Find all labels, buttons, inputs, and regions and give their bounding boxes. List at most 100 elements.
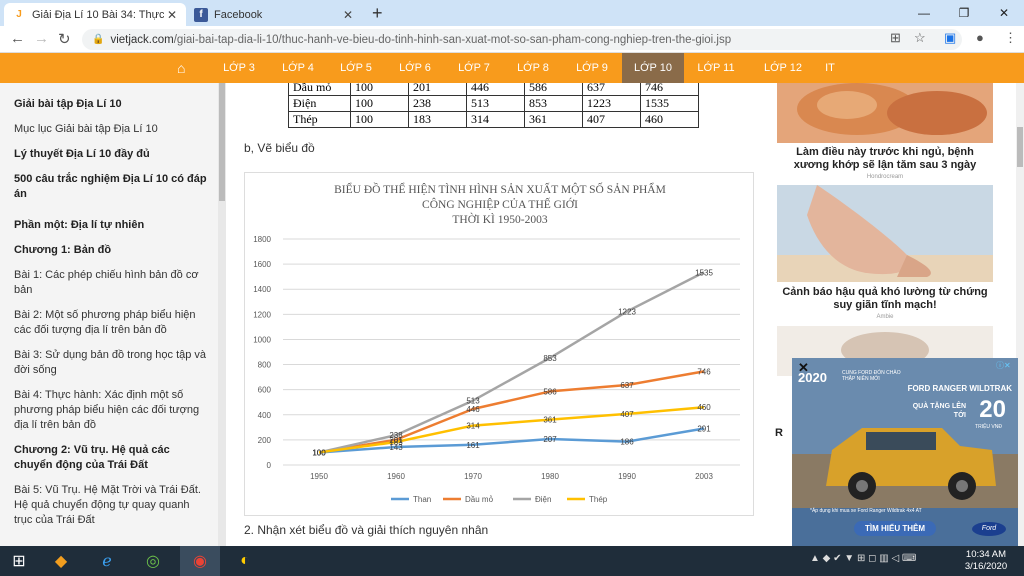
table-cell: 407 xyxy=(582,111,641,128)
url-input[interactable]: 🔒 vietjack.com/giai-bai-tap-dia-li-10/th… xyxy=(82,29,962,50)
nav-item[interactable]: LỚP 7 xyxy=(458,62,490,74)
y-tick-label: 1000 xyxy=(253,335,271,344)
sidebar-link[interactable]: Bài 4: Thực hành: Xác định một số phương… xyxy=(14,389,200,431)
close-tab-icon[interactable]: ✕ xyxy=(166,7,178,22)
ford-gift: QUÀ TẶNG LÊN TỚI xyxy=(912,403,966,419)
nav-item[interactable]: LỚP 11 xyxy=(697,62,735,74)
ad2-caption[interactable]: Cảnh báo hậu quả khó lường từ chứng suy … xyxy=(782,286,988,311)
app-taskbar-icon[interactable]: ◐ xyxy=(240,552,250,569)
chrome-menu-icon[interactable]: ⋮ xyxy=(1004,30,1017,45)
sidebar-link[interactable]: Giải bài tập Địa Lí 10 xyxy=(14,98,122,110)
data-label: 207 xyxy=(543,435,557,444)
nav-item[interactable]: IT xyxy=(825,62,835,74)
table-cell: 1535 xyxy=(640,95,699,112)
chart-title-line: THỜI KÌ 1950-2003 xyxy=(452,212,547,226)
chrome-taskbar-icon[interactable]: ◉ xyxy=(180,546,220,576)
windows-start-icon[interactable]: ⊞ xyxy=(12,553,26,570)
tab-vietjack[interactable]: J Giải Địa Lí 10 Bài 34: Thực hành: Vẽ ✕ xyxy=(4,3,186,26)
y-tick-label: 1800 xyxy=(253,235,271,244)
sidebar-link[interactable]: Bài 5: Vũ Trụ. Hệ Mặt Trời và Trái Đất. … xyxy=(14,484,201,526)
data-label: 637 xyxy=(620,381,634,390)
taskbar-clock[interactable]: 10:34 AM 3/16/2020 xyxy=(958,549,1014,573)
nav-item[interactable]: LỚP 3 xyxy=(223,62,255,74)
data-label: 291 xyxy=(697,424,711,433)
ford-unit: TRIỆU VNĐ xyxy=(975,424,1002,430)
nav-item[interactable]: LỚP 10 xyxy=(622,53,684,83)
close-tab-icon[interactable]: ✕ xyxy=(342,7,354,22)
ad1-source: Hondrocream xyxy=(866,174,904,180)
back-arrow-icon[interactable]: ← xyxy=(10,30,25,47)
production-table: Dầu mỏ 100 201 446 586 637 746 Điện 100 238 513 853… xyxy=(288,83,699,128)
x-tick-label: 1990 xyxy=(618,472,636,481)
sidebar-link[interactable]: Bài 3: Sử dụng bản đồ trong học tập và đ… xyxy=(14,349,207,376)
clock-time: 10:34 AM xyxy=(965,549,1007,560)
section-heading: 2. Nhận xét biểu đồ và giải thích nguyên… xyxy=(244,523,489,537)
sidebar-link[interactable]: Bài 1: Các phép chiếu hình bản đồ cơ bản xyxy=(14,269,199,296)
bookmark-star-icon[interactable]: ☆ xyxy=(914,30,926,45)
page-scrollbar[interactable] xyxy=(1016,83,1024,546)
ford-subtitle: CUNG FORD ĐÓN CHÀO THẬP NIÊN MỚI xyxy=(842,370,901,382)
minimize-icon[interactable]: — xyxy=(918,6,930,20)
data-label: 586 xyxy=(543,387,557,396)
tab-facebook[interactable]: f Facebook ✕ xyxy=(186,3,362,26)
nav-item[interactable]: LỚP 8 xyxy=(517,62,549,74)
close-window-icon[interactable]: ✕ xyxy=(998,6,1010,20)
x-tick-label: 1970 xyxy=(464,472,482,481)
url-path: /giai-bai-tap-dia-li-10/thuc-hanh-ve-bie… xyxy=(173,33,732,46)
ad1-caption[interactable]: Làm điều này trước khi ngủ, bệnh xương k… xyxy=(793,146,977,171)
sidebar-link[interactable]: Chương 2: Vũ trụ. Hệ quả các chuyển động… xyxy=(14,444,170,471)
ford-logo: Ford xyxy=(972,522,1006,536)
windows-taskbar: ⊞ ◆ ℯ ◎ ◉ ◐ ▲ ◆ ✔ ▼ ⊞ ◻ ▥ ◁ ⌨ 10:34 AM 3… xyxy=(0,546,1024,576)
series-line-Than xyxy=(318,427,705,454)
sidebar-link[interactable]: Lý thuyết Địa Lí 10 đầy đủ xyxy=(14,148,150,160)
store-app-icon[interactable]: ◆ xyxy=(54,553,68,570)
ford-ad-banner[interactable]: ✕ ⓘ✕ 2020 CUNG FORD ĐÓN CHÀO THẬP NIÊN M… xyxy=(792,358,1018,546)
y-tick-label: 800 xyxy=(258,361,272,370)
ad1-image[interactable] xyxy=(777,83,993,143)
restore-icon[interactable]: ❐ xyxy=(958,6,970,20)
vietjack-favicon-icon: J xyxy=(16,9,22,20)
table-cell: Dầu mỏ xyxy=(288,83,351,96)
ad2-image[interactable] xyxy=(777,185,993,282)
chart-title-line: BIỂU ĐỒ THỂ HIỆN TÌNH HÌNH SẢN XUẤT MỘT … xyxy=(334,181,666,196)
ford-model: FORD RANGER WILDTRAK xyxy=(907,384,1012,393)
legend-label: Điện xyxy=(535,495,551,504)
close-ad-icon[interactable]: ✕ xyxy=(798,360,809,375)
reload-icon[interactable]: ↻ xyxy=(58,31,71,48)
nav-item[interactable]: LỚP 9 xyxy=(576,62,608,74)
profile-avatar-icon[interactable]: ● xyxy=(976,30,984,45)
url-domain: vietjack.com xyxy=(110,33,174,46)
data-label: 161 xyxy=(466,441,480,450)
nav-item[interactable]: LỚP 4 xyxy=(282,62,314,74)
home-icon[interactable]: ⌂ xyxy=(177,60,186,76)
sidebar-link[interactable]: Mục lục Giải bài tập Địa Lí 10 xyxy=(14,123,158,135)
nav-item[interactable]: LỚP 6 xyxy=(399,62,431,74)
forward-arrow-icon[interactable]: → xyxy=(34,30,49,47)
system-tray-icons[interactable]: ▲ ◆ ✔ ▼ ⊞ ◻ ▥ ◁ ⌨ xyxy=(810,553,917,564)
adchoices-icon[interactable]: ⓘ✕ xyxy=(996,361,1011,370)
data-label: 446 xyxy=(466,405,480,414)
table-cell: 853 xyxy=(524,95,583,112)
internet-explorer-icon[interactable]: ℯ xyxy=(102,553,112,570)
data-label: 1535 xyxy=(695,268,713,277)
sidebar-link[interactable]: Bài 2: Một số phương pháp biểu hiện các … xyxy=(14,309,196,336)
nav-item[interactable]: LỚP 12 xyxy=(764,62,802,74)
extension-icon[interactable]: ▣ xyxy=(944,30,957,45)
y-tick-label: 1600 xyxy=(253,260,271,269)
data-label: 853 xyxy=(543,354,557,363)
data-label: 183 xyxy=(389,438,403,447)
chart-svg: BIỂU ĐỒ THỂ HIỆN TÌNH HÌNH SẢN XUẤT MỘT … xyxy=(253,181,740,504)
coccoc-icon[interactable]: ◎ xyxy=(146,553,160,570)
ad2-source: Ambie xyxy=(876,314,894,320)
sidebar-link[interactable]: Phần một: Địa lí tự nhiên xyxy=(14,219,145,231)
ford-cta-button[interactable]: TÌM HIỂU THÊM xyxy=(854,521,936,536)
sidebar-link[interactable]: 500 câu trắc nghiệm Địa Lí 10 có đáp án xyxy=(14,173,207,200)
data-label: 361 xyxy=(543,416,557,425)
table-cell: 637 xyxy=(582,83,641,96)
nav-item[interactable]: LỚP 5 xyxy=(340,62,372,74)
translate-icon[interactable]: ⊞ xyxy=(890,30,901,45)
sidebar-scrollbar[interactable] xyxy=(218,83,226,546)
sidebar-link[interactable]: Chương 1: Bản đồ xyxy=(14,244,112,256)
data-label: 100 xyxy=(312,448,326,457)
new-tab-button[interactable]: + xyxy=(372,3,383,23)
